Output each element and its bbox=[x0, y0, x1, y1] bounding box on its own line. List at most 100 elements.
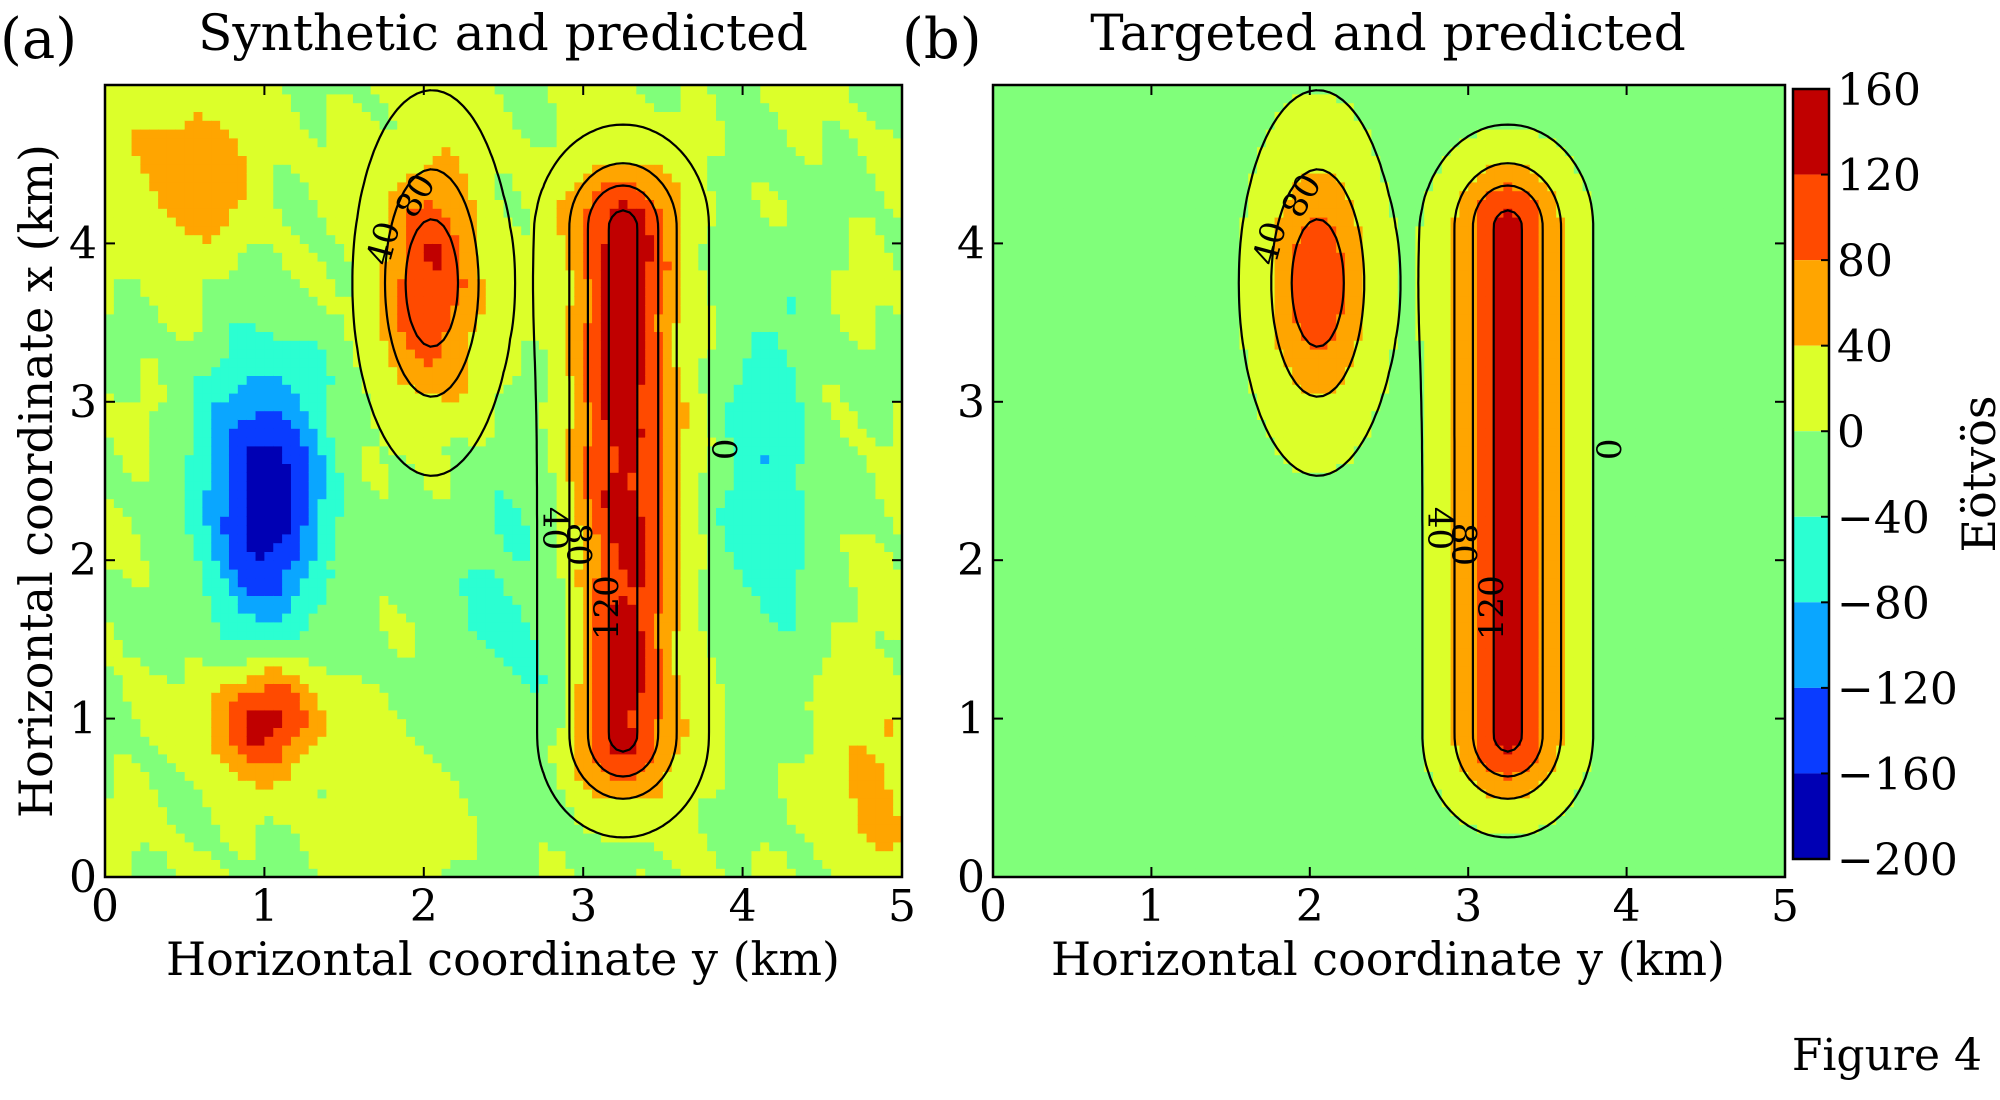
field-cell bbox=[494, 841, 505, 852]
field-cell bbox=[468, 727, 478, 737]
field-cell bbox=[246, 93, 257, 104]
field-cell bbox=[512, 753, 522, 764]
field-cell bbox=[273, 683, 283, 693]
field-cell bbox=[494, 164, 505, 174]
field-cell bbox=[202, 199, 212, 209]
field-cell bbox=[255, 489, 265, 500]
field-cell bbox=[290, 621, 301, 632]
field-cell bbox=[237, 437, 248, 447]
field-cell bbox=[538, 393, 549, 403]
field-cell bbox=[246, 120, 257, 130]
field-cell bbox=[344, 736, 354, 746]
field-cell bbox=[423, 463, 434, 473]
field-cell bbox=[184, 340, 195, 350]
field-cell bbox=[335, 780, 345, 790]
field-cell bbox=[299, 569, 310, 579]
field-cell bbox=[432, 349, 443, 359]
field-cell bbox=[485, 322, 496, 332]
field-cell bbox=[149, 261, 159, 271]
field-cell bbox=[414, 498, 425, 508]
field-cell bbox=[459, 472, 469, 482]
field-cell bbox=[220, 753, 230, 764]
field-cell bbox=[166, 762, 177, 772]
field-cell bbox=[326, 199, 336, 209]
field-cell bbox=[122, 349, 133, 359]
field-cell bbox=[140, 516, 150, 526]
field-cell bbox=[166, 437, 177, 447]
field-cell bbox=[352, 736, 363, 746]
field-cell bbox=[521, 815, 531, 825]
field-cell bbox=[344, 269, 354, 280]
field-cell bbox=[149, 489, 159, 500]
field-cell bbox=[255, 577, 265, 588]
field-cell bbox=[113, 269, 124, 280]
field-cell bbox=[158, 481, 168, 491]
field-cell bbox=[494, 789, 505, 799]
field-cell bbox=[273, 269, 283, 280]
field-cell bbox=[388, 639, 398, 649]
field-cell bbox=[556, 463, 567, 473]
field-cell bbox=[105, 569, 115, 579]
field-cell bbox=[290, 375, 301, 385]
field-cell bbox=[344, 190, 354, 200]
field-cell bbox=[140, 252, 150, 262]
field-cell bbox=[202, 410, 212, 420]
field-cell bbox=[299, 322, 310, 332]
field-cell bbox=[592, 859, 602, 869]
field-cell bbox=[326, 639, 336, 649]
field-cell bbox=[441, 718, 451, 728]
field-cell bbox=[352, 797, 363, 808]
field-cell bbox=[485, 102, 496, 112]
field-cell bbox=[166, 137, 177, 148]
field-cell bbox=[583, 190, 593, 200]
field-cell bbox=[264, 551, 274, 561]
field-cell bbox=[459, 797, 469, 808]
field-cell bbox=[255, 463, 265, 473]
field-cell bbox=[105, 797, 115, 808]
field-cell bbox=[414, 613, 425, 623]
field-cell bbox=[370, 533, 381, 544]
field-cell bbox=[379, 208, 389, 218]
field-cell bbox=[299, 331, 310, 341]
field-cell bbox=[370, 287, 381, 297]
field-cell bbox=[450, 225, 460, 236]
field-cell bbox=[406, 137, 416, 148]
field-cell bbox=[308, 736, 319, 746]
field-cell bbox=[317, 780, 327, 790]
field-cell bbox=[290, 595, 301, 605]
field-cell bbox=[344, 753, 354, 764]
field-cell bbox=[335, 305, 345, 315]
field-cell bbox=[335, 393, 345, 403]
field-cell bbox=[565, 771, 575, 781]
field-cell bbox=[193, 243, 204, 253]
field-cell bbox=[317, 331, 327, 341]
field-cell bbox=[432, 815, 443, 825]
field-cell bbox=[237, 630, 248, 640]
field-cell bbox=[149, 595, 159, 605]
field-cell bbox=[432, 841, 443, 852]
field-cell bbox=[211, 533, 221, 544]
field-cell bbox=[131, 199, 142, 209]
field-cell bbox=[220, 727, 230, 737]
field-cell bbox=[538, 551, 549, 561]
field-cell bbox=[282, 366, 292, 376]
field-cell bbox=[140, 85, 150, 95]
field-cell bbox=[485, 648, 496, 658]
field-cell bbox=[344, 349, 354, 359]
field-cell bbox=[140, 841, 150, 852]
panel-a-label: (a) bbox=[0, 7, 77, 72]
field-cell bbox=[388, 577, 398, 588]
field-cell bbox=[220, 560, 230, 570]
field-cell bbox=[317, 639, 327, 649]
field-cell bbox=[131, 146, 142, 156]
field-cell bbox=[503, 525, 513, 535]
field-cell bbox=[335, 569, 345, 579]
field-cell bbox=[574, 718, 584, 728]
field-cell bbox=[175, 692, 186, 702]
field-cell bbox=[140, 102, 150, 112]
field-cell bbox=[441, 278, 451, 288]
field-cell bbox=[140, 639, 150, 649]
field-cell bbox=[476, 120, 487, 130]
field-cell bbox=[273, 753, 283, 764]
field-cell bbox=[379, 146, 389, 156]
